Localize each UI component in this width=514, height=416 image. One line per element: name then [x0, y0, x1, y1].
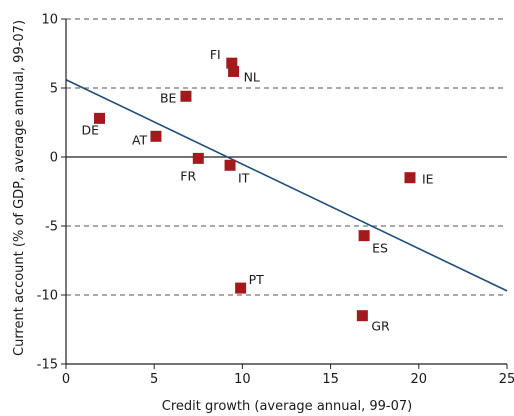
x-tick-label: 25	[499, 372, 514, 387]
data-point-de	[94, 112, 106, 124]
point-label-ie: IE	[422, 172, 434, 187]
point-label-es: ES	[372, 241, 388, 256]
point-label-be: BE	[160, 90, 177, 105]
data-point-at	[150, 130, 162, 142]
y-tick-label: -15	[37, 358, 58, 373]
y-tick-label: 0	[50, 151, 58, 166]
data-point-fi	[226, 57, 238, 69]
data-point-fr	[192, 152, 204, 164]
data-point-gr	[356, 310, 368, 322]
data-point-it	[224, 159, 236, 171]
grid-lines	[66, 18, 507, 296]
axes-layer: 10 5 0 -5 -10 -15 0 5 10 15 20 25	[37, 13, 514, 388]
data-point-nl	[228, 65, 240, 77]
x-tick-label: 15	[322, 372, 339, 387]
y-tick-label: -10	[37, 289, 58, 304]
point-label-it: IT	[238, 170, 250, 185]
x-tick-label: 10	[234, 372, 251, 387]
x-axis-label: Credit growth (average annual, 99-07)	[162, 399, 412, 414]
y-axis-label: Current account (% of GDP, average annua…	[12, 20, 27, 356]
y-tick-label: 5	[50, 82, 58, 97]
trendline	[65, 78, 508, 292]
point-label-fi: FI	[210, 47, 221, 62]
trendline-layer	[65, 78, 508, 292]
y-tick-label: -5	[45, 220, 58, 235]
point-label-gr: GR	[371, 319, 390, 334]
point-label-fr: FR	[180, 168, 196, 183]
points-layer: FI NL BE DE AT FR IT IE ES PT GR	[82, 47, 434, 334]
data-point-pt	[235, 282, 247, 294]
y-tick-label: 10	[41, 13, 58, 28]
point-label-at: AT	[132, 132, 148, 147]
x-tick-label: 0	[62, 372, 70, 387]
point-label-pt: PT	[249, 272, 265, 287]
data-point-ie	[404, 172, 416, 184]
point-label-de: DE	[82, 122, 100, 137]
data-point-es	[358, 230, 370, 242]
point-label-nl: NL	[244, 69, 260, 84]
data-point-be	[180, 90, 192, 102]
x-tick-label: 5	[150, 372, 158, 387]
x-tick-label: 20	[411, 372, 428, 387]
